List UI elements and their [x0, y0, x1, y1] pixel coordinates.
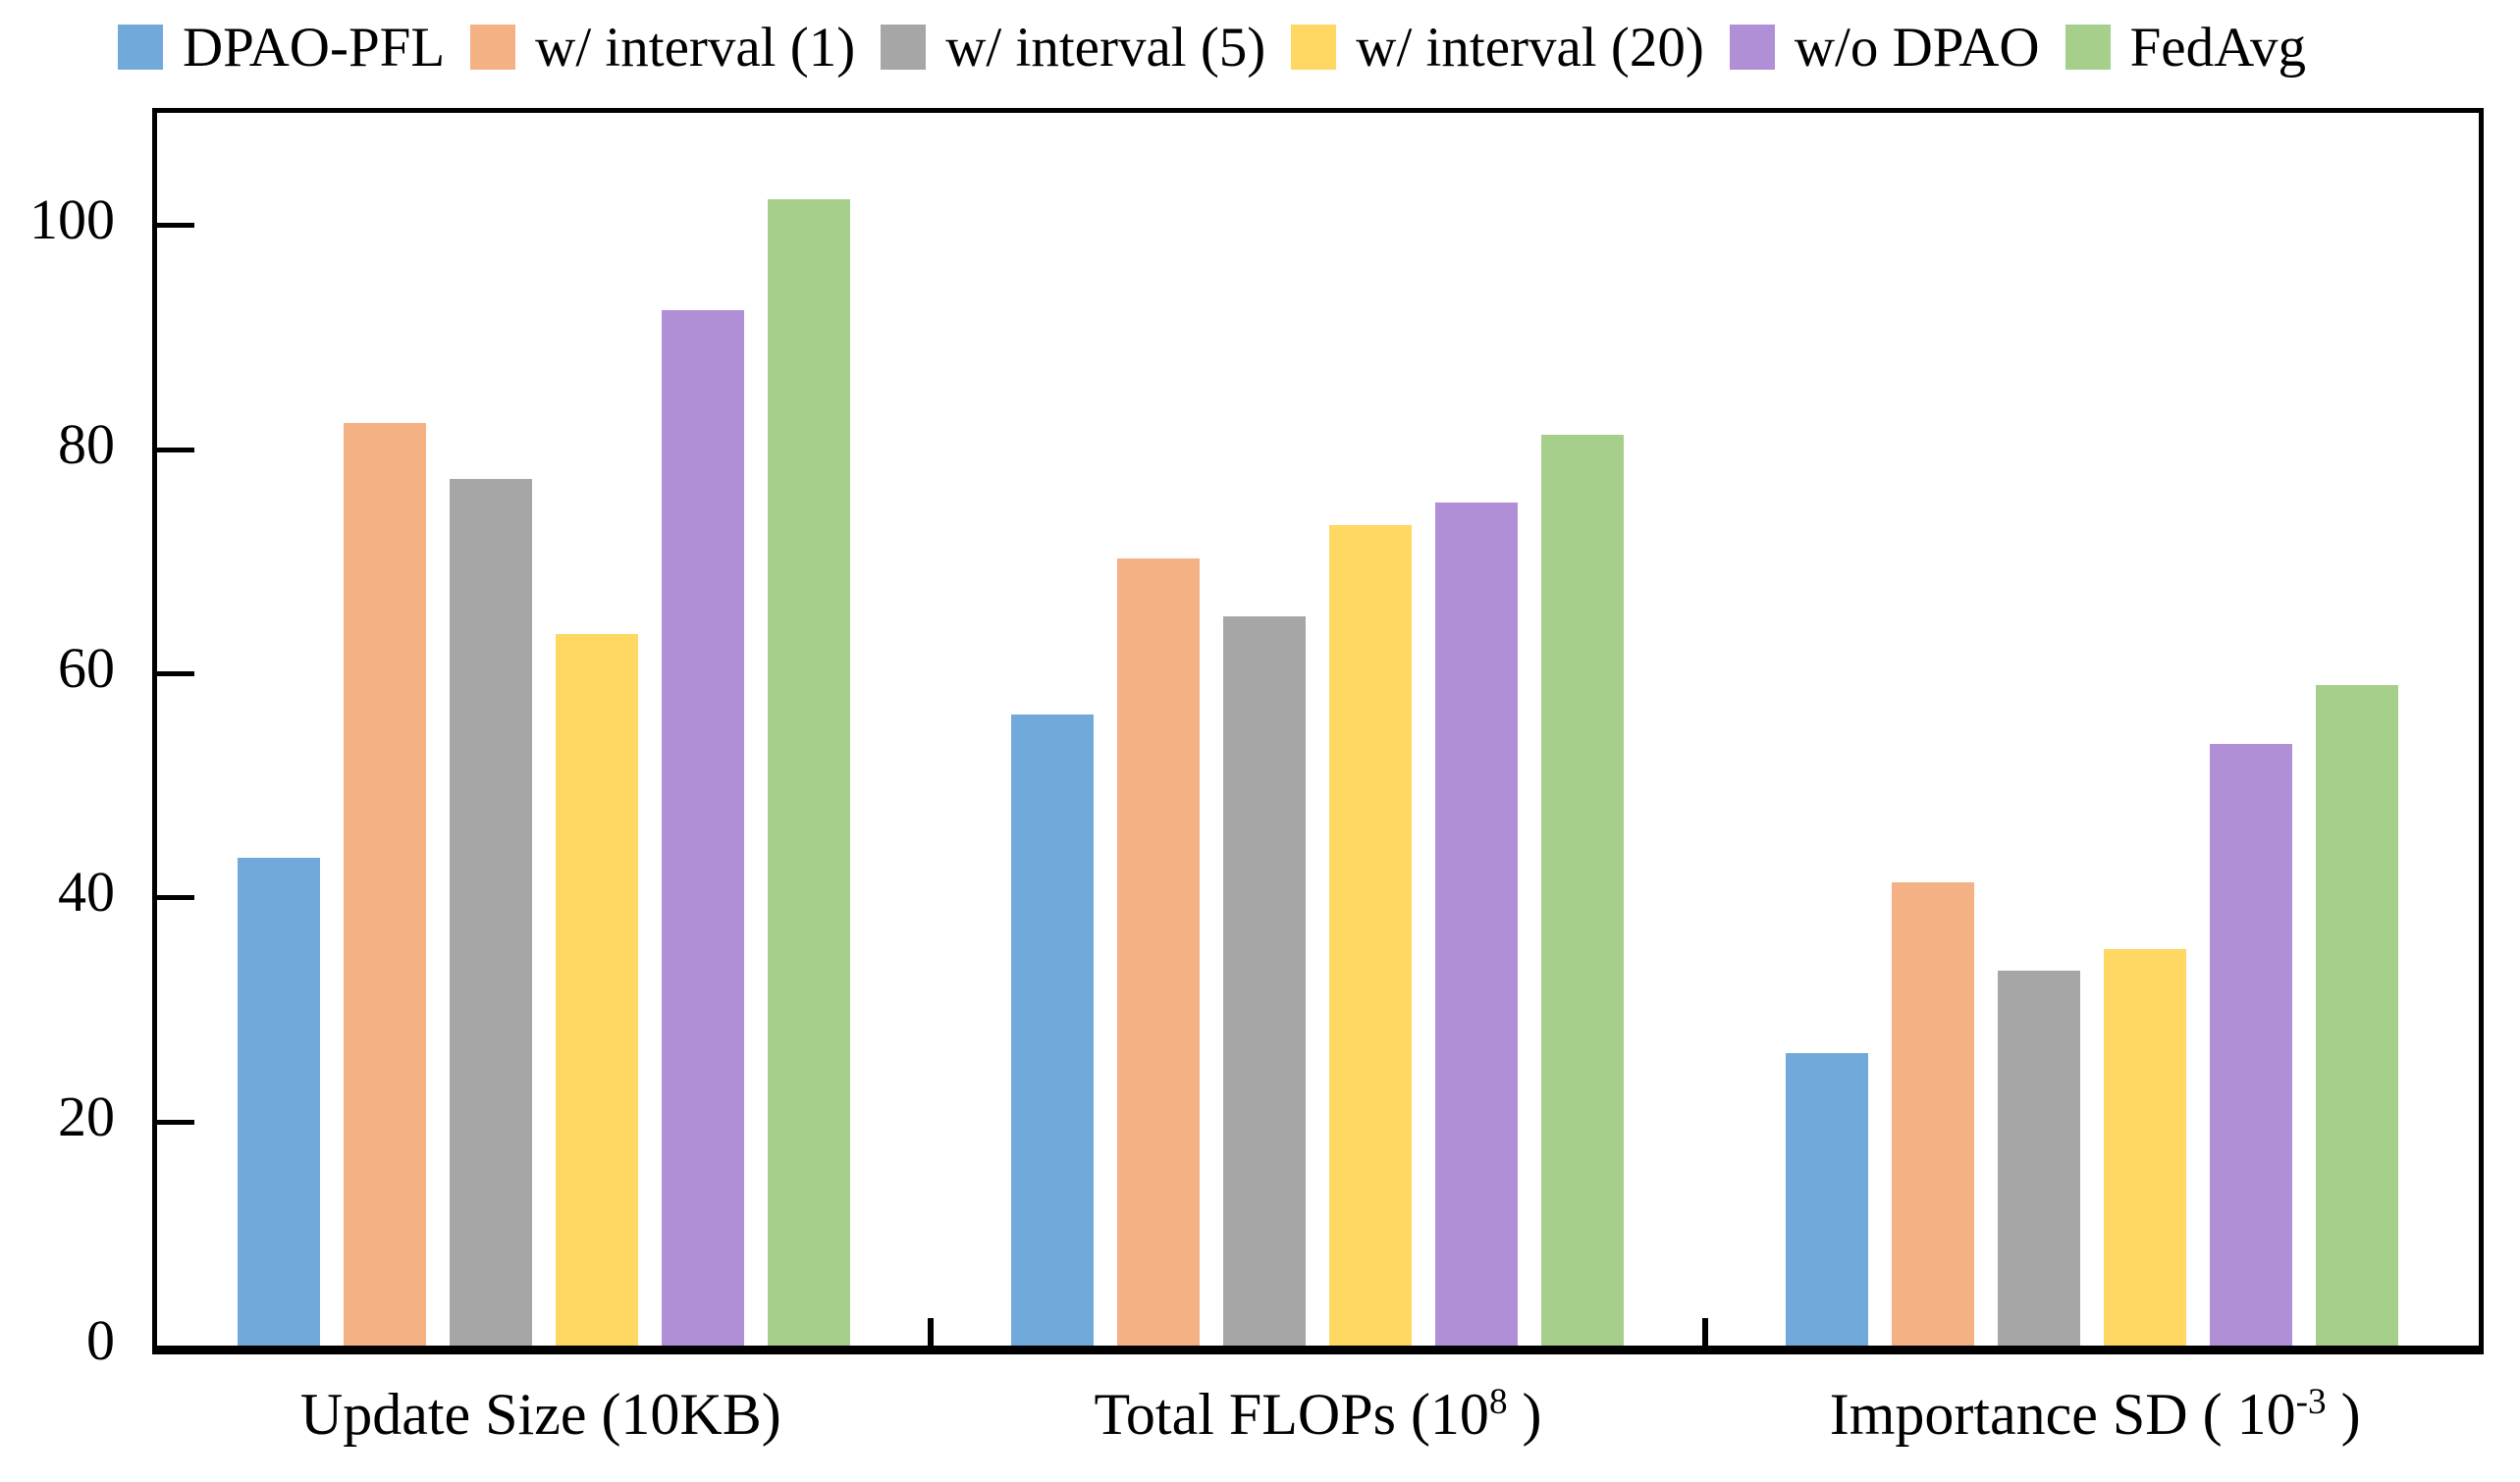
legend-label: w/o DPAO: [1794, 16, 2040, 79]
y-tick-mark: [157, 895, 194, 901]
y-tick-label: 60: [58, 635, 115, 700]
bar-w-interval-20-: [2103, 948, 2186, 1346]
y-tick-label: 20: [58, 1084, 115, 1148]
y-tick-label: 80: [58, 411, 115, 476]
y-tick-mark: [157, 1119, 194, 1125]
x-category-label: Total FLOPs (108 ): [930, 1382, 1707, 1447]
bar-w-interval-1-: [1891, 882, 1974, 1346]
legend-swatch: [470, 25, 516, 70]
x-category-label-superscript: -3: [2295, 1382, 2327, 1422]
legend-swatch: [118, 25, 163, 70]
bar-w-interval-5-: [1223, 615, 1307, 1346]
legend-item: FedAvg: [2064, 16, 2307, 79]
bar-dpao-pfl: [238, 858, 321, 1346]
bar-w-interval-20-: [1329, 525, 1413, 1346]
bar-w-interval-20-: [556, 633, 639, 1346]
legend-swatch: [2064, 25, 2111, 70]
bar-fedavg: [768, 198, 851, 1346]
x-category-label-text: Importance SD ( 10: [1829, 1382, 2296, 1447]
legend-item: w/ interval (1): [470, 20, 855, 76]
bar-group: [157, 113, 931, 1346]
legend-label: DPAO-PFL: [183, 16, 446, 79]
x-axis-category-labels: Update Size (10KB) Total FLOPs (108 ) Impo…: [152, 1382, 2484, 1447]
bar-group: [1705, 113, 2479, 1346]
bar-fedavg: [1541, 434, 1625, 1346]
bar-fedavg: [2315, 685, 2398, 1346]
x-tick-mark: [928, 1318, 935, 1346]
x-category-label-text: Update Size (10KB): [299, 1382, 781, 1447]
bar-dpao-pfl: [1011, 715, 1095, 1346]
x-tick-mark: [1701, 1318, 1708, 1346]
x-category-label-text: ): [2326, 1382, 2361, 1447]
x-category-label: Importance SD ( 10-3 ): [1706, 1382, 2484, 1447]
chart-legend: DPAO-PFL w/ interval (1) w/ interval (5) w/…: [118, 12, 2306, 82]
x-category-label-text: ): [1507, 1382, 1542, 1447]
plot-area: [152, 108, 2484, 1354]
x-category-label-text: Total FLOPs (10: [1094, 1382, 1489, 1447]
y-tick-label: 100: [29, 187, 115, 252]
legend-label: w/ interval (20): [1356, 16, 1704, 79]
y-tick-mark: [157, 447, 194, 452]
bar-groups: [157, 113, 2479, 1346]
plot-inner: [157, 113, 2479, 1346]
x-category-label: Update Size (10KB): [152, 1382, 930, 1447]
bar-group: [931, 113, 1704, 1346]
bar-w-interval-5-: [450, 479, 533, 1346]
legend-item: w/o DPAO: [1729, 16, 2040, 79]
legend-swatch: [1291, 25, 1337, 70]
bar-dpao-pfl: [1785, 1053, 1868, 1346]
y-tick-mark: [157, 670, 194, 676]
x-category-label-superscript: 8: [1488, 1382, 1508, 1422]
y-tick-mark: [157, 223, 194, 229]
legend-label: w/ interval (5): [945, 16, 1266, 79]
bar-w-o-dpao: [1435, 503, 1519, 1346]
legend-item: w/ interval (5): [881, 20, 1265, 76]
y-tick-label: 40: [58, 860, 115, 925]
legend-swatch: [881, 25, 927, 70]
y-tick-label: 0: [86, 1308, 115, 1372]
legend-item: w/ interval (20): [1291, 20, 1704, 76]
legend-label: FedAvg: [2129, 16, 2307, 79]
legend-swatch: [1729, 25, 1775, 70]
bar-w-o-dpao: [662, 309, 745, 1346]
bar-w-interval-5-: [1997, 970, 2080, 1346]
legend-label: w/ interval (1): [535, 16, 856, 79]
legend-item: DPAO-PFL: [118, 20, 445, 76]
bar-w-interval-1-: [1117, 558, 1201, 1346]
bar-w-interval-1-: [344, 423, 427, 1346]
bar-w-o-dpao: [2209, 743, 2292, 1346]
